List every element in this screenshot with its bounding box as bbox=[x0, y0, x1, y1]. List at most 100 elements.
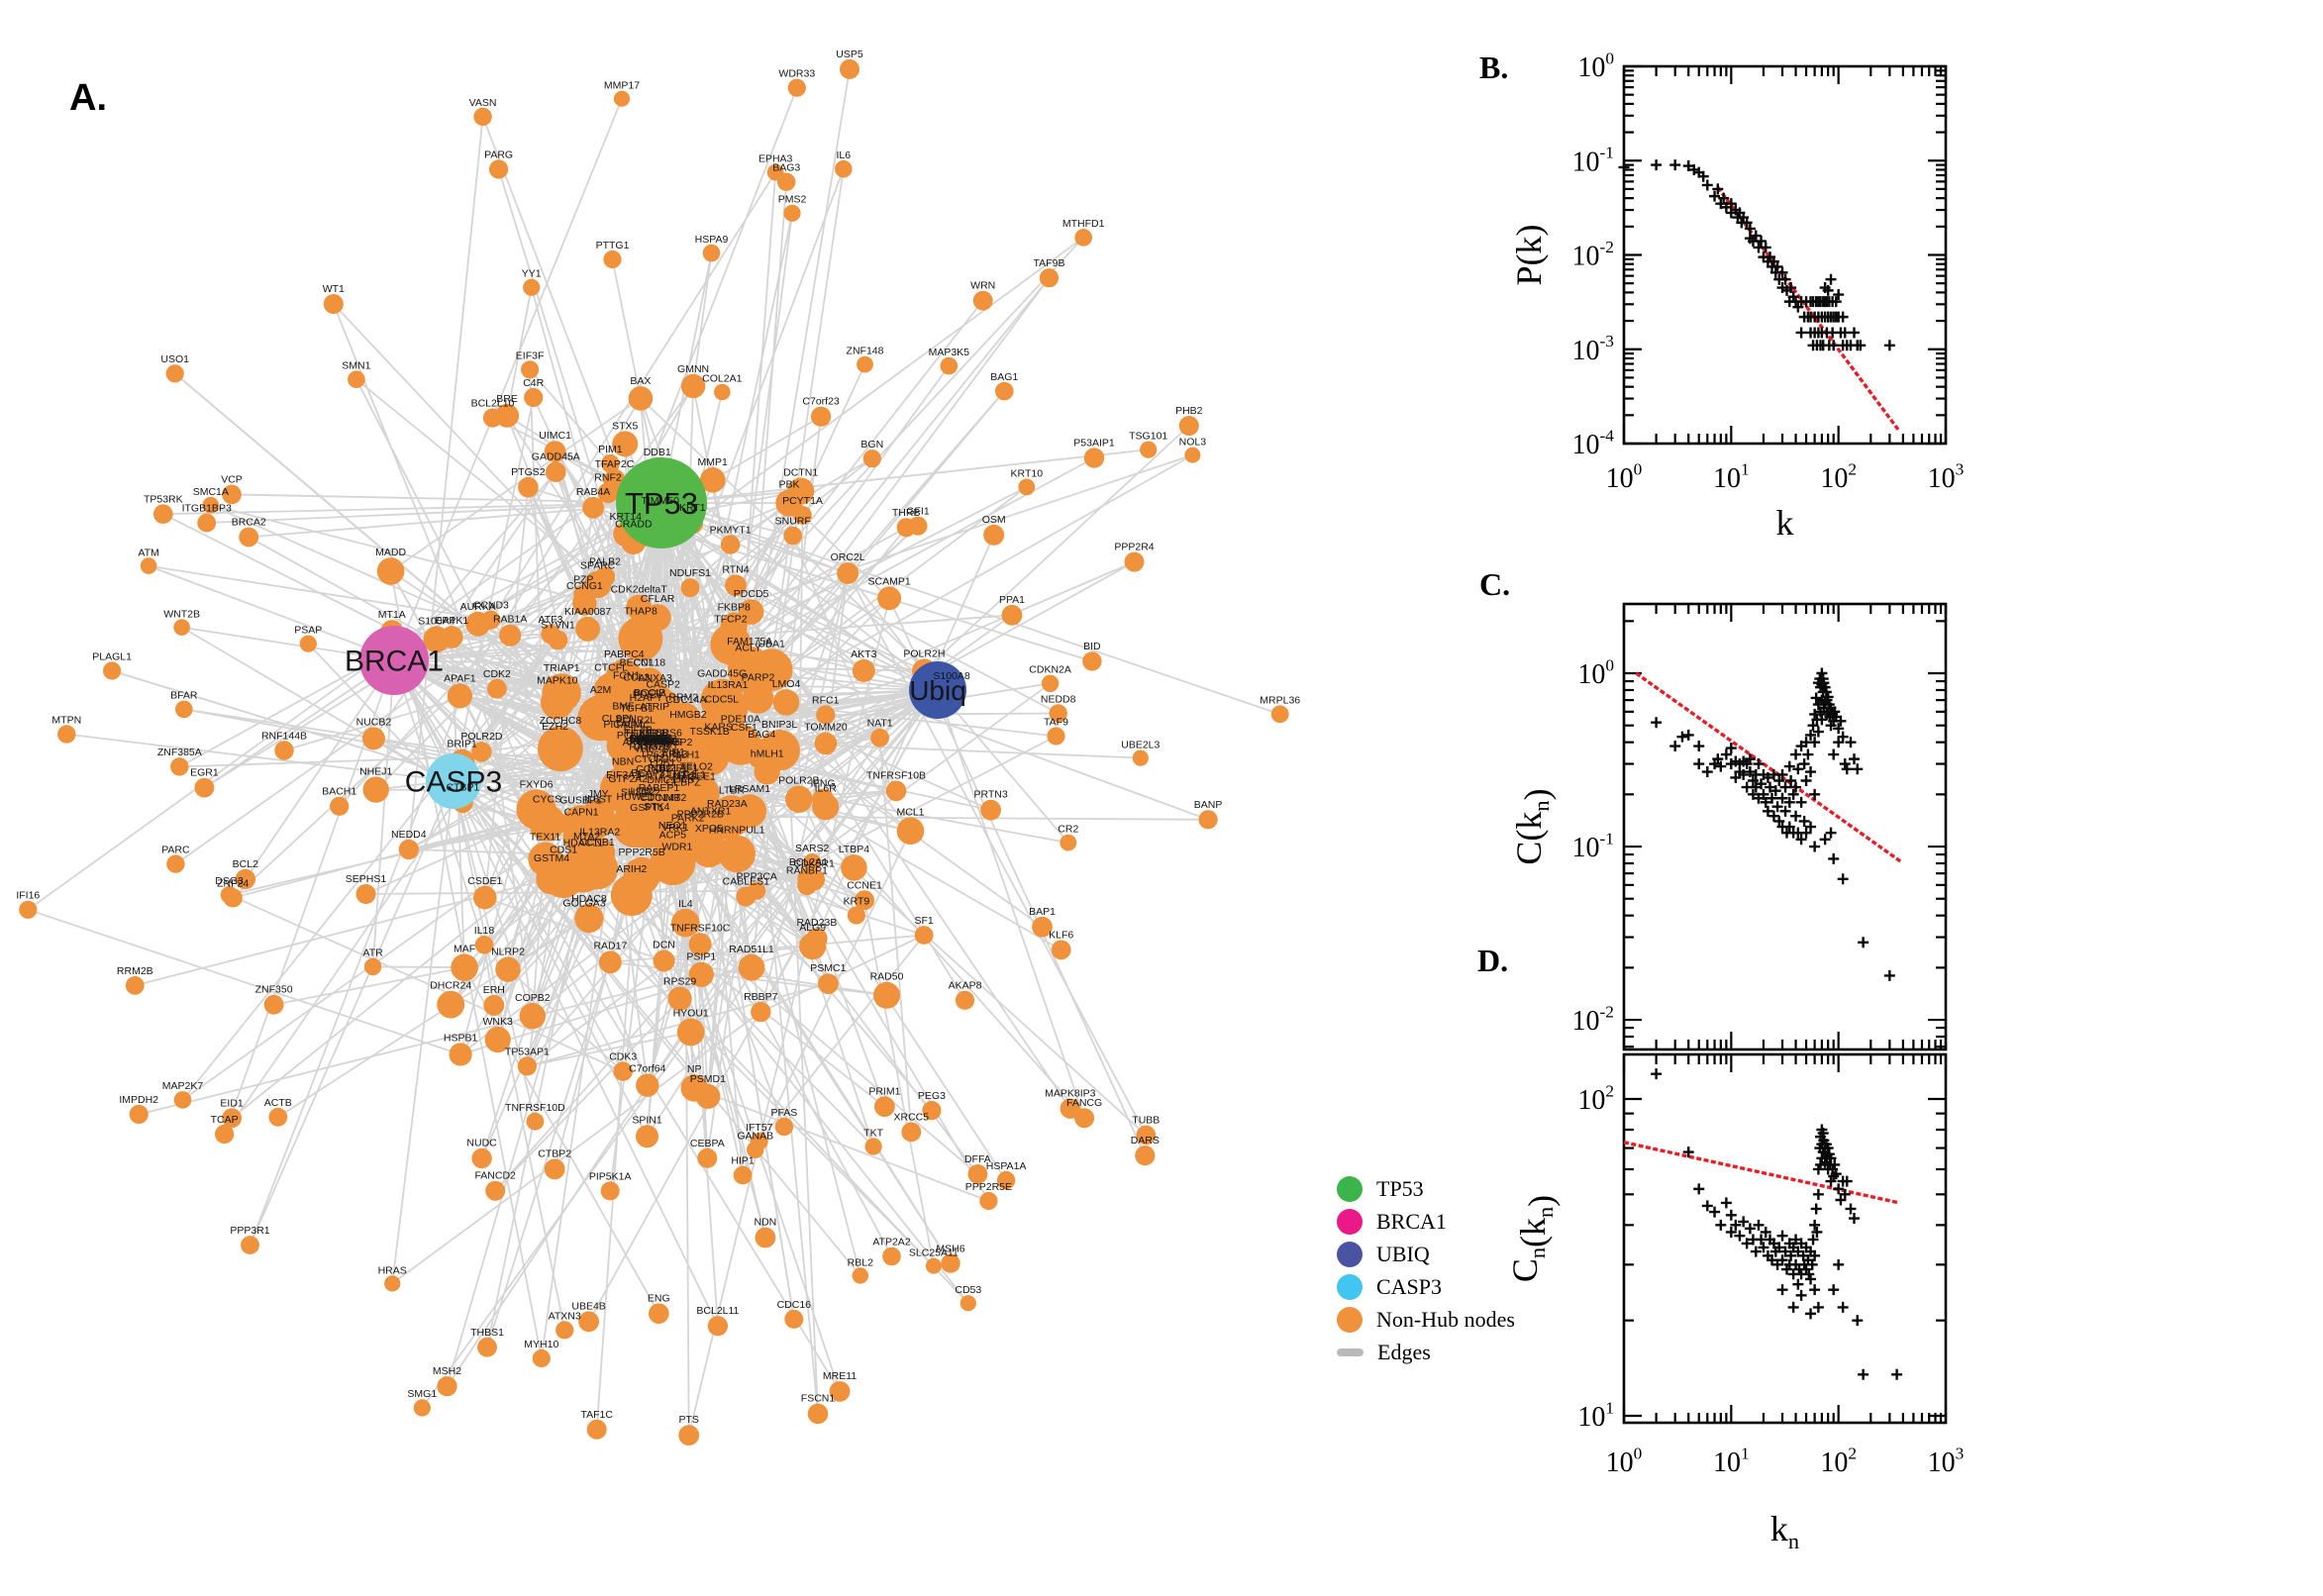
svg-text:CR2: CR2 bbox=[1058, 824, 1078, 836]
svg-text:DCN: DCN bbox=[653, 940, 675, 951]
y-axis-title: Cn(kn) bbox=[1505, 1195, 1561, 1282]
svg-text:POLR2L: POLR2L bbox=[616, 714, 656, 726]
svg-text:CD53: CD53 bbox=[955, 1284, 981, 1296]
svg-text:ENG: ENG bbox=[648, 1292, 670, 1304]
svg-text:SPIN1: SPIN1 bbox=[632, 1114, 662, 1126]
svg-text:POLR2H: POLR2H bbox=[903, 648, 945, 659]
svg-text:CDK5R1: CDK5R1 bbox=[793, 857, 835, 869]
svg-text:PRTN3: PRTN3 bbox=[973, 789, 1007, 801]
svg-text:NHEJ1: NHEJ1 bbox=[359, 765, 392, 777]
svg-text:BAG4: BAG4 bbox=[748, 729, 775, 741]
svg-text:RRM2: RRM2 bbox=[668, 691, 698, 703]
legend-label: TP53 bbox=[1376, 1175, 1424, 1201]
svg-text:PHB2: PHB2 bbox=[1175, 405, 1203, 417]
svg-text:EGR1: EGR1 bbox=[190, 767, 219, 779]
svg-text:PMS2: PMS2 bbox=[778, 194, 807, 206]
svg-text:WT1: WT1 bbox=[323, 283, 345, 295]
svg-text:GOLGA3: GOLGA3 bbox=[562, 898, 605, 910]
svg-text:10-1: 10-1 bbox=[1572, 144, 1614, 178]
svg-text:EID1: EID1 bbox=[220, 1097, 244, 1109]
svg-text:MAP3K5: MAP3K5 bbox=[929, 347, 970, 358]
svg-text:RAD50: RAD50 bbox=[870, 971, 904, 983]
svg-text:NAT1: NAT1 bbox=[867, 718, 893, 730]
svg-text:OSM: OSM bbox=[982, 514, 1006, 526]
svg-text:UQCRFS1: UQCRFS1 bbox=[629, 734, 678, 746]
svg-text:PDE5A: PDE5A bbox=[633, 689, 666, 701]
svg-text:CTCFL: CTCFL bbox=[594, 662, 628, 674]
svg-text:WRN: WRN bbox=[970, 280, 995, 292]
svg-text:CDC5L: CDC5L bbox=[705, 694, 740, 706]
svg-text:PCNA: PCNA bbox=[617, 730, 646, 742]
svg-text:RNF144B: RNF144B bbox=[261, 730, 307, 742]
legend-item-brca1: BRCA1 bbox=[1337, 1205, 1515, 1238]
y-axis-title: P(k) bbox=[1509, 225, 1549, 286]
svg-text:VHL: VHL bbox=[634, 744, 655, 755]
svg-text:FAM175A: FAM175A bbox=[727, 636, 772, 648]
svg-text:PSMC1: PSMC1 bbox=[810, 962, 846, 974]
svg-text:USP5: USP5 bbox=[836, 49, 863, 60]
svg-text:IL10RB: IL10RB bbox=[636, 733, 670, 745]
svg-text:TIMM50: TIMM50 bbox=[641, 495, 679, 507]
svg-text:KRT14: KRT14 bbox=[609, 511, 642, 523]
legend-label: BRCA1 bbox=[1376, 1208, 1447, 1234]
svg-text:UIMC1: UIMC1 bbox=[539, 430, 571, 442]
svg-text:HSPA9: HSPA9 bbox=[695, 234, 729, 246]
hub-nodes bbox=[359, 457, 966, 809]
svg-text:USO1: USO1 bbox=[160, 353, 189, 365]
svg-text:TKT: TKT bbox=[863, 1127, 883, 1139]
svg-text:CSF1: CSF1 bbox=[731, 722, 758, 734]
svg-text:CDC14B: CDC14B bbox=[640, 792, 680, 804]
svg-text:MAPK8IP3: MAPK8IP3 bbox=[1045, 1087, 1096, 1099]
svg-text:PARP2: PARP2 bbox=[742, 671, 775, 683]
svg-text:TGFBR2: TGFBR2 bbox=[624, 728, 665, 740]
plot-b: 100 101 102 103 100 10-1 10-2 10-3 10-4 k P(k) bbox=[1509, 49, 1964, 543]
nonhub-node-swatch-icon bbox=[1337, 1306, 1363, 1333]
svg-text:HMGB2: HMGB2 bbox=[669, 709, 707, 721]
svg-text:PPP2R2B: PPP2R2B bbox=[677, 809, 724, 821]
svg-text:CDC14A: CDC14A bbox=[665, 694, 706, 706]
panel-label-d: D. bbox=[1477, 943, 1509, 978]
svg-text:10-2: 10-2 bbox=[1572, 1002, 1614, 1037]
svg-text:MLH1: MLH1 bbox=[672, 749, 700, 761]
svg-text:NEDD8: NEDD8 bbox=[1041, 693, 1076, 705]
svg-text:ARIH2: ARIH2 bbox=[616, 863, 647, 875]
hub-label-casp3: CASP3 bbox=[405, 766, 502, 799]
svg-text:CRADD: CRADD bbox=[615, 519, 653, 531]
svg-text:TAF1C: TAF1C bbox=[580, 1409, 613, 1421]
svg-text:103: 103 bbox=[1928, 1444, 1965, 1478]
svg-text:RAD23B: RAD23B bbox=[796, 917, 837, 929]
svg-text:TP63: TP63 bbox=[640, 749, 664, 761]
svg-text:RPS29: RPS29 bbox=[663, 976, 696, 988]
svg-text:TFCP2: TFCP2 bbox=[714, 613, 747, 625]
network-nodes bbox=[19, 58, 1289, 1446]
svg-text:CHEK2: CHEK2 bbox=[637, 738, 671, 749]
legend-label: Edges bbox=[1377, 1339, 1431, 1364]
svg-text:CASP2: CASP2 bbox=[646, 678, 680, 690]
svg-text:WDR33: WDR33 bbox=[778, 68, 815, 80]
svg-text:TUBB: TUBB bbox=[1132, 1115, 1160, 1127]
svg-text:DMC1: DMC1 bbox=[647, 774, 676, 786]
svg-text:TP53BP2: TP53BP2 bbox=[648, 737, 692, 748]
x-axis-title: kn bbox=[1770, 1509, 1799, 1553]
svg-text:HSPB1: HSPB1 bbox=[444, 1032, 478, 1044]
svg-text:SMG1: SMG1 bbox=[407, 1388, 437, 1400]
svg-text:COPS6: COPS6 bbox=[647, 728, 682, 740]
svg-text:HSPA1A: HSPA1A bbox=[986, 1160, 1027, 1172]
svg-text:HDAC11: HDAC11 bbox=[563, 837, 604, 848]
svg-text:LMO4: LMO4 bbox=[772, 678, 801, 690]
svg-text:hMLH1: hMLH1 bbox=[751, 748, 784, 759]
svg-text:SH3GL2: SH3GL2 bbox=[621, 787, 660, 799]
svg-text:RAD51L1: RAD51L1 bbox=[729, 944, 774, 955]
svg-text:KRT1: KRT1 bbox=[679, 502, 706, 514]
svg-text:PIN1: PIN1 bbox=[662, 747, 686, 758]
svg-text:USF2: USF2 bbox=[669, 769, 696, 781]
svg-text:EZH2: EZH2 bbox=[542, 721, 568, 733]
svg-text:IL13RA1: IL13RA1 bbox=[708, 679, 749, 691]
svg-text:CDC16: CDC16 bbox=[777, 1299, 812, 1311]
svg-text:BAX: BAX bbox=[630, 375, 651, 387]
svg-text:101: 101 bbox=[1713, 1444, 1750, 1478]
svg-text:XPO5: XPO5 bbox=[695, 823, 723, 835]
svg-text:NDUFS1: NDUFS1 bbox=[669, 567, 711, 579]
svg-text:FANCG: FANCG bbox=[1066, 1097, 1102, 1109]
